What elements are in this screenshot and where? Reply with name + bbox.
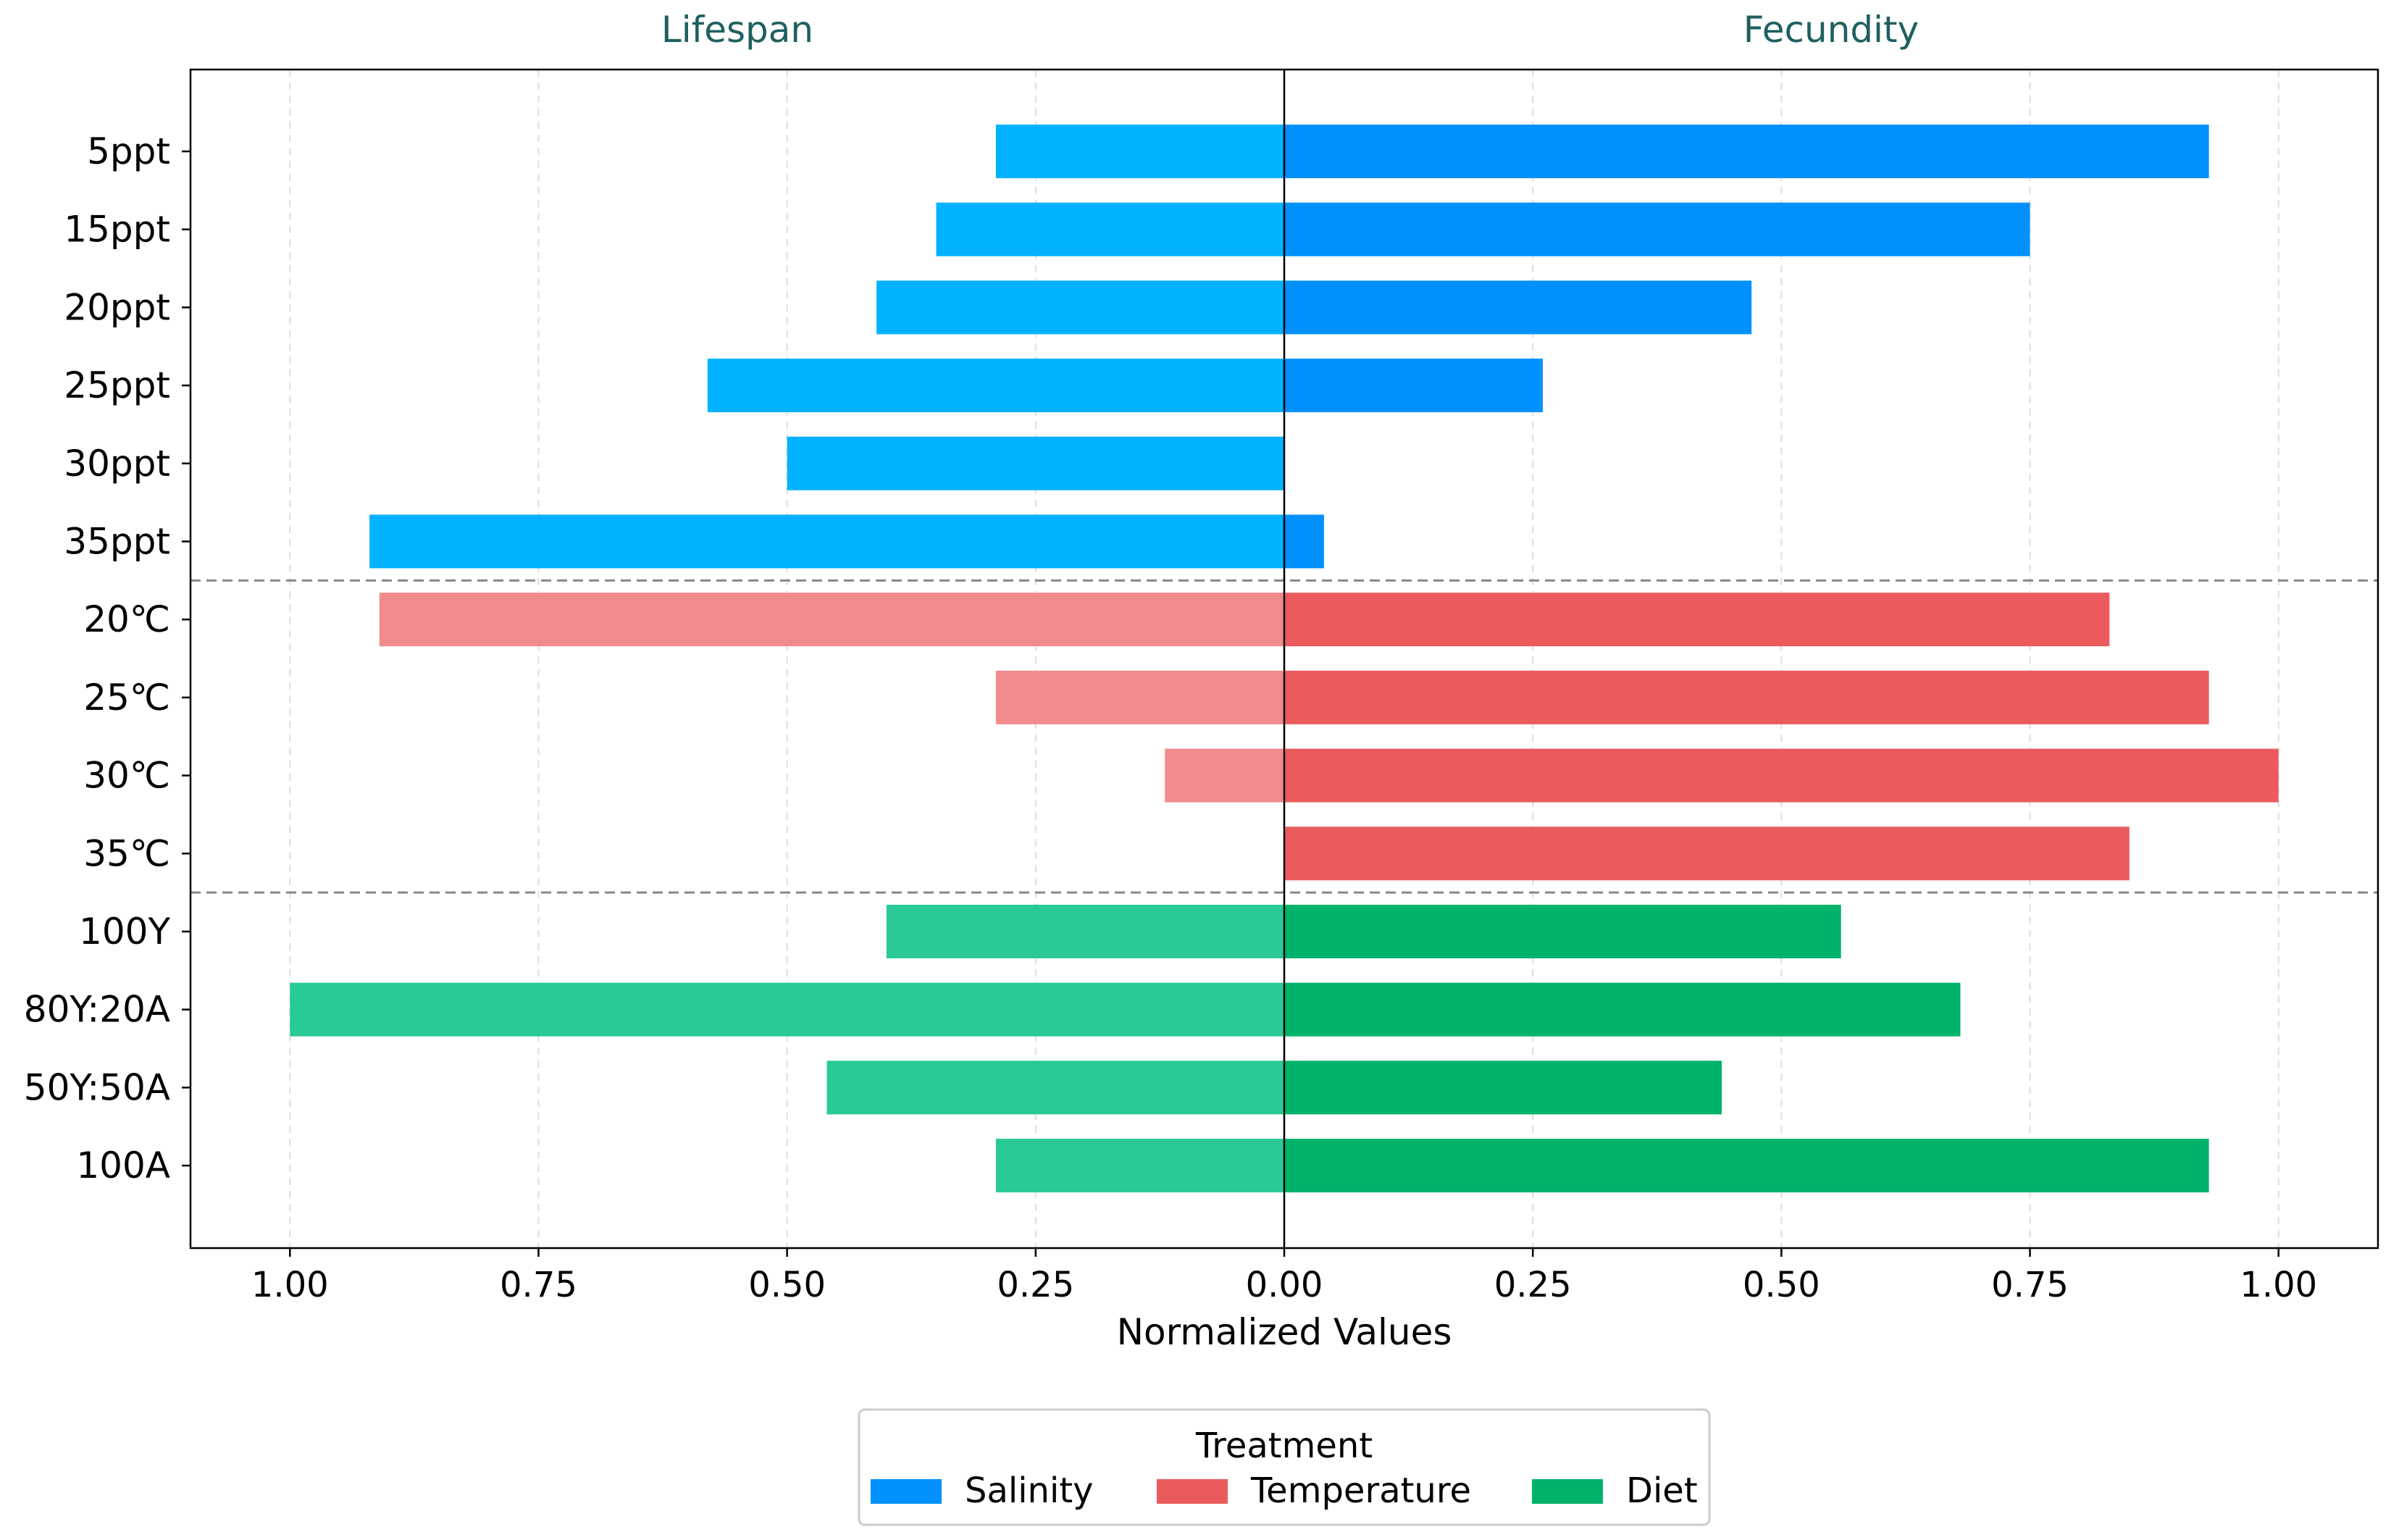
- y-tick-label: 5ppt: [87, 130, 170, 172]
- bar-lifespan: [826, 1060, 1284, 1115]
- x-tick-label: 0.25: [997, 1265, 1074, 1305]
- y-tick-label: 100A: [76, 1144, 170, 1187]
- legend-label: Diet: [1626, 1470, 1698, 1511]
- grid: [289, 70, 2279, 1248]
- bar-fecundity: [1284, 1060, 1722, 1115]
- y-tick-label: 100Y: [79, 911, 170, 953]
- bar-fecundity: [1284, 670, 2209, 724]
- bar-fecundity: [1284, 905, 1841, 958]
- bar-lifespan: [886, 905, 1284, 958]
- x-tick-label: 0.50: [748, 1265, 826, 1305]
- bar-lifespan: [787, 436, 1284, 490]
- legend-label: Salinity: [965, 1470, 1094, 1511]
- x-axis-label: Normalized Values: [1117, 1311, 1452, 1353]
- bar-fecundity: [1284, 280, 1752, 335]
- bar-lifespan: [707, 359, 1284, 413]
- legend-swatch: [1157, 1479, 1228, 1504]
- panel-title-lifespan: Lifespan: [661, 9, 813, 51]
- y-axis: 5ppt 15ppt 20ppt 25ppt 30ppt 35ppt 20℃ 25℃ 30℃ 35…: [24, 130, 190, 1187]
- bar-lifespan: [995, 125, 1284, 178]
- y-tick-label: 30℃: [83, 755, 170, 797]
- bar-fecundity: [1284, 593, 2110, 647]
- y-tick-label: 50Y:50A: [24, 1066, 170, 1108]
- x-axis: 1.00 0.75 0.50 0.25 0.00 0.25 0.50 0.75 1.00: [251, 1248, 2317, 1305]
- bar-fecundity: [1284, 827, 2130, 881]
- legend-swatch: [871, 1479, 942, 1504]
- legend-title: Treatment: [1195, 1426, 1373, 1466]
- legend-entries: Salinity Temperature Diet: [871, 1470, 1698, 1511]
- y-tick-label: 25ppt: [64, 364, 170, 406]
- bar-lifespan: [876, 280, 1284, 335]
- bar-fecundity: [1284, 514, 1324, 569]
- x-tick-label: 0.00: [1246, 1265, 1323, 1305]
- x-tick-label: 0.50: [1743, 1265, 1820, 1305]
- y-tick-label: 20℃: [83, 598, 170, 640]
- y-tick-label: 35℃: [83, 832, 170, 874]
- bar-lifespan: [1165, 748, 1284, 803]
- bar-fecundity: [1284, 748, 2279, 803]
- legend-swatch: [1532, 1479, 1603, 1504]
- bar-fecundity: [1284, 982, 1961, 1037]
- y-tick-label: 25℃: [83, 677, 170, 719]
- x-tick-label: 1.00: [251, 1265, 329, 1305]
- bar-lifespan: [995, 670, 1284, 724]
- panel-title-fecundity: Fecundity: [1743, 9, 1919, 51]
- bar-lifespan: [995, 1139, 1284, 1193]
- bar-fecundity: [1284, 359, 1543, 413]
- x-tick-label: 0.75: [1991, 1265, 2069, 1305]
- bar-lifespan: [936, 202, 1284, 256]
- y-tick-label: 35ppt: [64, 521, 170, 563]
- bar-lifespan: [369, 514, 1284, 569]
- y-tick-label: 30ppt: [64, 443, 170, 485]
- legend-label: Temperature: [1250, 1470, 1471, 1511]
- legend: Treatment Salinity Temperature Diet: [858, 1408, 1711, 1526]
- bar-fecundity: [1284, 202, 2030, 256]
- y-tick-label: 80Y:20A: [24, 989, 170, 1031]
- bar-lifespan: [290, 982, 1285, 1037]
- legend-box: [858, 1408, 1711, 1526]
- y-tick-label: 15ppt: [64, 209, 170, 251]
- x-tick-label: 0.75: [500, 1265, 577, 1305]
- bars: [290, 125, 2279, 1193]
- x-tick-label: 1.00: [2240, 1265, 2317, 1305]
- bar-lifespan: [379, 593, 1285, 647]
- bar-fecundity: [1284, 1139, 2209, 1193]
- y-tick-label: 20ppt: [64, 286, 170, 328]
- x-tick-label: 0.25: [1494, 1265, 1572, 1305]
- bar-fecundity: [1284, 125, 2209, 178]
